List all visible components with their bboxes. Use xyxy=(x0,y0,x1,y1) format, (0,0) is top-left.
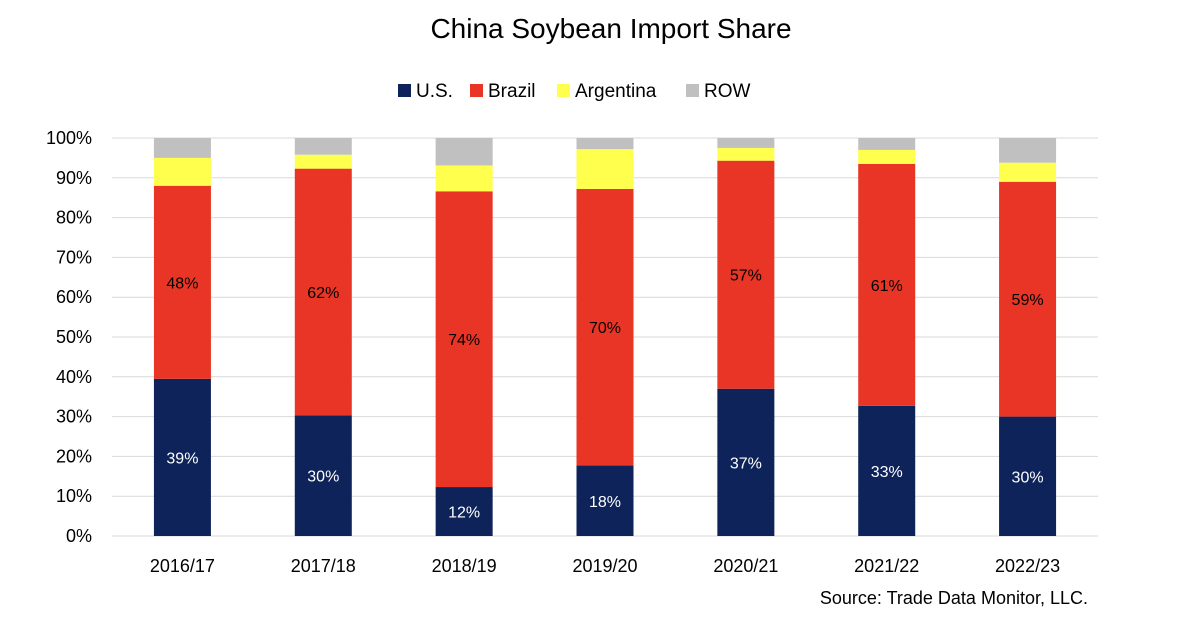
bar-segment xyxy=(153,185,211,379)
bar-segment xyxy=(153,378,211,536)
bar-segment xyxy=(435,487,493,536)
legend-swatch xyxy=(398,84,411,97)
data-label: 37% xyxy=(730,455,762,472)
legend-swatch xyxy=(470,84,483,97)
bar-segment xyxy=(858,163,916,406)
data-label: 61% xyxy=(871,278,903,295)
bar-segment xyxy=(435,138,493,166)
bar-segment xyxy=(717,138,775,148)
legend-swatch xyxy=(557,84,570,97)
data-label: 18% xyxy=(589,494,621,511)
y-tick-label: 90% xyxy=(56,168,92,188)
data-label: 12% xyxy=(448,505,480,522)
data-label: 62% xyxy=(307,285,339,302)
bar-segment xyxy=(858,138,916,150)
y-tick-label: 50% xyxy=(56,327,92,347)
data-label: 30% xyxy=(307,469,339,486)
y-tick-label: 60% xyxy=(56,287,92,307)
bar-segment xyxy=(294,415,352,536)
bar-segment xyxy=(999,181,1057,417)
bar-segment xyxy=(717,147,775,161)
data-label: 33% xyxy=(871,464,903,481)
data-label: 39% xyxy=(166,450,198,467)
bar-segment xyxy=(576,149,634,189)
y-tick-label: 10% xyxy=(56,486,92,506)
legend-label: Argentina xyxy=(575,81,657,102)
x-axis: 2016/17 2017/18 2018/19 2019/20 2020/21 2021/… xyxy=(150,556,1060,576)
data-label: 30% xyxy=(1012,469,1044,486)
bars: 39% 48% 30% 62% 12% 74% 18% 70% 37% 57% 33% 61% 30% 5… xyxy=(153,138,1057,536)
data-label: 74% xyxy=(448,332,480,349)
bar-segment xyxy=(294,154,352,169)
bar-segment xyxy=(576,188,634,466)
y-tick-label: 100% xyxy=(46,128,92,148)
bar-segment xyxy=(435,165,493,192)
legend-label: U.S. xyxy=(416,81,453,102)
data-label: 57% xyxy=(730,268,762,285)
x-tick-label: 2018/19 xyxy=(432,556,497,576)
x-tick-label: 2019/20 xyxy=(572,556,637,576)
y-tick-label: 0% xyxy=(66,526,92,546)
x-tick-label: 2022/23 xyxy=(995,556,1060,576)
bar-segment xyxy=(153,157,211,186)
y-tick-label: 40% xyxy=(56,367,92,387)
bar-segment xyxy=(153,138,211,158)
legend-label: ROW xyxy=(704,81,751,102)
bar-segment xyxy=(999,138,1057,163)
bar-segment xyxy=(999,416,1057,536)
bar-segment xyxy=(858,149,916,164)
data-label: 48% xyxy=(166,275,198,292)
bar-segment xyxy=(294,168,352,416)
bar-segment xyxy=(576,465,634,536)
x-tick-label: 2016/17 xyxy=(150,556,215,576)
y-tick-label: 70% xyxy=(56,247,92,267)
legend-label: Brazil xyxy=(488,81,536,102)
y-tick-label: 20% xyxy=(56,446,92,466)
y-axis: 0% 10% 20% 30% 40% 50% 60% 70% 80% 90% 100% xyxy=(46,128,92,546)
x-tick-label: 2021/22 xyxy=(854,556,919,576)
x-tick-label: 2017/18 xyxy=(291,556,356,576)
data-label: 70% xyxy=(589,320,621,337)
y-tick-label: 30% xyxy=(56,407,92,427)
source-note: Source: Trade Data Monitor, LLC. xyxy=(820,588,1088,608)
bar-segment xyxy=(294,138,352,155)
y-tick-label: 80% xyxy=(56,208,92,228)
bar-segment xyxy=(717,160,775,389)
chart-title: China Soybean Import Share xyxy=(430,13,791,44)
bar-segment xyxy=(717,388,775,536)
bar-segment xyxy=(576,138,634,150)
bar-segment xyxy=(435,191,493,488)
bar-segment xyxy=(858,405,916,536)
x-tick-label: 2020/21 xyxy=(713,556,778,576)
data-label: 59% xyxy=(1012,292,1044,309)
legend-swatch xyxy=(686,84,699,97)
bar-segment xyxy=(999,162,1057,182)
legend: U.S. Brazil Argentina ROW xyxy=(398,81,751,102)
